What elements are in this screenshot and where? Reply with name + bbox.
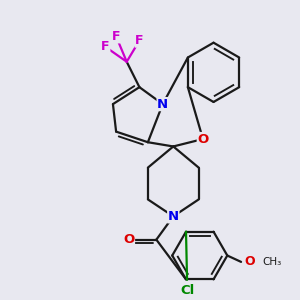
Text: O: O xyxy=(197,133,208,146)
Text: Cl: Cl xyxy=(180,284,194,297)
Text: O: O xyxy=(244,255,255,268)
Text: O: O xyxy=(123,233,134,246)
Text: N: N xyxy=(157,98,168,111)
Text: F: F xyxy=(112,30,120,43)
Text: N: N xyxy=(168,210,179,223)
Text: F: F xyxy=(135,34,144,47)
Text: F: F xyxy=(101,40,110,53)
Text: CH₃: CH₃ xyxy=(262,257,281,267)
